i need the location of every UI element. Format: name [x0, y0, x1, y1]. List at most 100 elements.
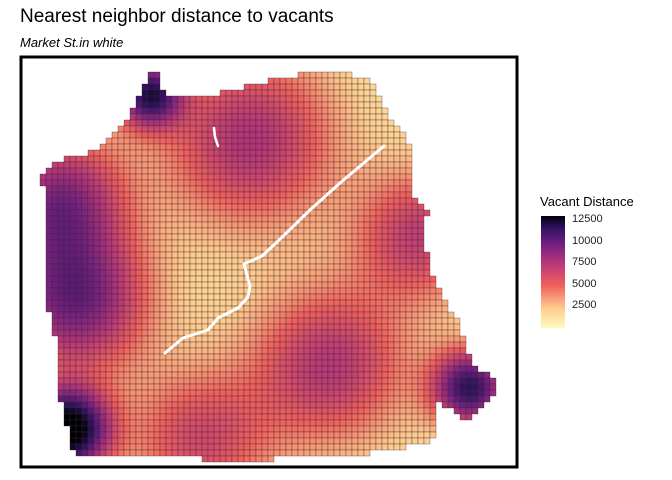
- grid-cell: [387, 263, 395, 271]
- grid-cell: [303, 407, 311, 415]
- grid-cell: [123, 341, 131, 349]
- grid-cell: [255, 131, 263, 139]
- grid-cell: [249, 401, 257, 409]
- grid-cell: [75, 161, 83, 169]
- grid-cell: [327, 137, 335, 145]
- grid-cell: [123, 221, 131, 229]
- grid-cell: [291, 179, 299, 187]
- grid-cell: [225, 143, 233, 151]
- grid-cell: [369, 203, 377, 211]
- grid-cell: [69, 365, 77, 373]
- grid-cell: [195, 257, 203, 265]
- grid-cell: [195, 365, 203, 373]
- grid-cell: [105, 335, 113, 343]
- grid-cell: [261, 287, 269, 295]
- grid-cell: [87, 155, 95, 163]
- grid-cell: [135, 107, 143, 115]
- grid-cell: [225, 377, 233, 385]
- grid-cell: [273, 227, 281, 235]
- grid-cell: [153, 299, 161, 307]
- grid-cell: [63, 359, 71, 367]
- grid-cell: [381, 215, 389, 223]
- grid-cell: [279, 245, 287, 253]
- grid-cell: [321, 179, 329, 187]
- grid-cell: [477, 377, 485, 385]
- grid-cell: [93, 167, 101, 175]
- grid-cell: [189, 275, 197, 283]
- grid-cell: [345, 215, 353, 223]
- grid-cell: [255, 443, 263, 451]
- grid-cell: [243, 125, 251, 133]
- grid-cell: [81, 293, 89, 301]
- grid-cell: [333, 269, 341, 277]
- grid-cell: [213, 245, 221, 253]
- grid-cell: [117, 293, 125, 301]
- grid-cell: [141, 359, 149, 367]
- grid-cell: [393, 371, 401, 379]
- grid-cell: [375, 419, 383, 427]
- grid-cell: [111, 143, 119, 151]
- grid-cell: [87, 395, 95, 403]
- grid-cell: [369, 263, 377, 271]
- grid-cell: [417, 281, 425, 289]
- grid-cell: [291, 119, 299, 127]
- grid-cell: [135, 263, 143, 271]
- grid-cell: [45, 179, 53, 187]
- grid-cell: [195, 251, 203, 259]
- grid-cell: [99, 395, 107, 403]
- grid-cell: [159, 335, 167, 343]
- grid-cell: [207, 203, 215, 211]
- grid-cell: [255, 149, 263, 157]
- grid-cell: [207, 167, 215, 175]
- grid-cell: [99, 215, 107, 223]
- grid-cell: [237, 323, 245, 331]
- grid-cell: [87, 413, 95, 421]
- grid-cell: [63, 341, 71, 349]
- grid-cell: [351, 77, 359, 85]
- grid-cell: [243, 407, 251, 415]
- grid-cell: [285, 281, 293, 289]
- grid-cell: [459, 335, 467, 343]
- grid-cell: [243, 317, 251, 325]
- grid-cell: [237, 119, 245, 127]
- grid-cell: [45, 251, 53, 259]
- grid-cell: [261, 125, 269, 133]
- grid-cell: [333, 419, 341, 427]
- grid-cell: [141, 413, 149, 421]
- grid-cell: [123, 401, 131, 409]
- grid-cell: [141, 389, 149, 397]
- grid-cell: [255, 113, 263, 121]
- grid-cell: [441, 305, 449, 313]
- grid-cell: [219, 443, 227, 451]
- grid-cell: [339, 365, 347, 373]
- grid-cell: [147, 395, 155, 403]
- grid-cell: [159, 269, 167, 277]
- grid-cell: [249, 89, 257, 97]
- grid-cell: [129, 155, 137, 163]
- grid-cell: [357, 293, 365, 301]
- grid-cell: [189, 101, 197, 109]
- grid-cell: [297, 161, 305, 169]
- grid-cell: [255, 335, 263, 343]
- grid-cell: [327, 341, 335, 349]
- grid-cell: [165, 335, 173, 343]
- grid-cell: [57, 347, 65, 355]
- grid-cell: [285, 407, 293, 415]
- grid-cell: [57, 191, 65, 199]
- grid-cell: [309, 185, 317, 193]
- grid-cell: [309, 347, 317, 355]
- grid-cell: [141, 323, 149, 331]
- grid-cell: [393, 395, 401, 403]
- grid-cell: [237, 341, 245, 349]
- grid-cell: [411, 365, 419, 373]
- grid-cell: [393, 209, 401, 217]
- grid-cell: [411, 257, 419, 265]
- grid-cell: [387, 251, 395, 259]
- grid-cell: [171, 251, 179, 259]
- grid-cell: [279, 257, 287, 265]
- grid-cell: [153, 185, 161, 193]
- grid-cell: [189, 413, 197, 421]
- grid-cell: [411, 251, 419, 259]
- grid-cell: [321, 77, 329, 85]
- grid-cell: [201, 383, 209, 391]
